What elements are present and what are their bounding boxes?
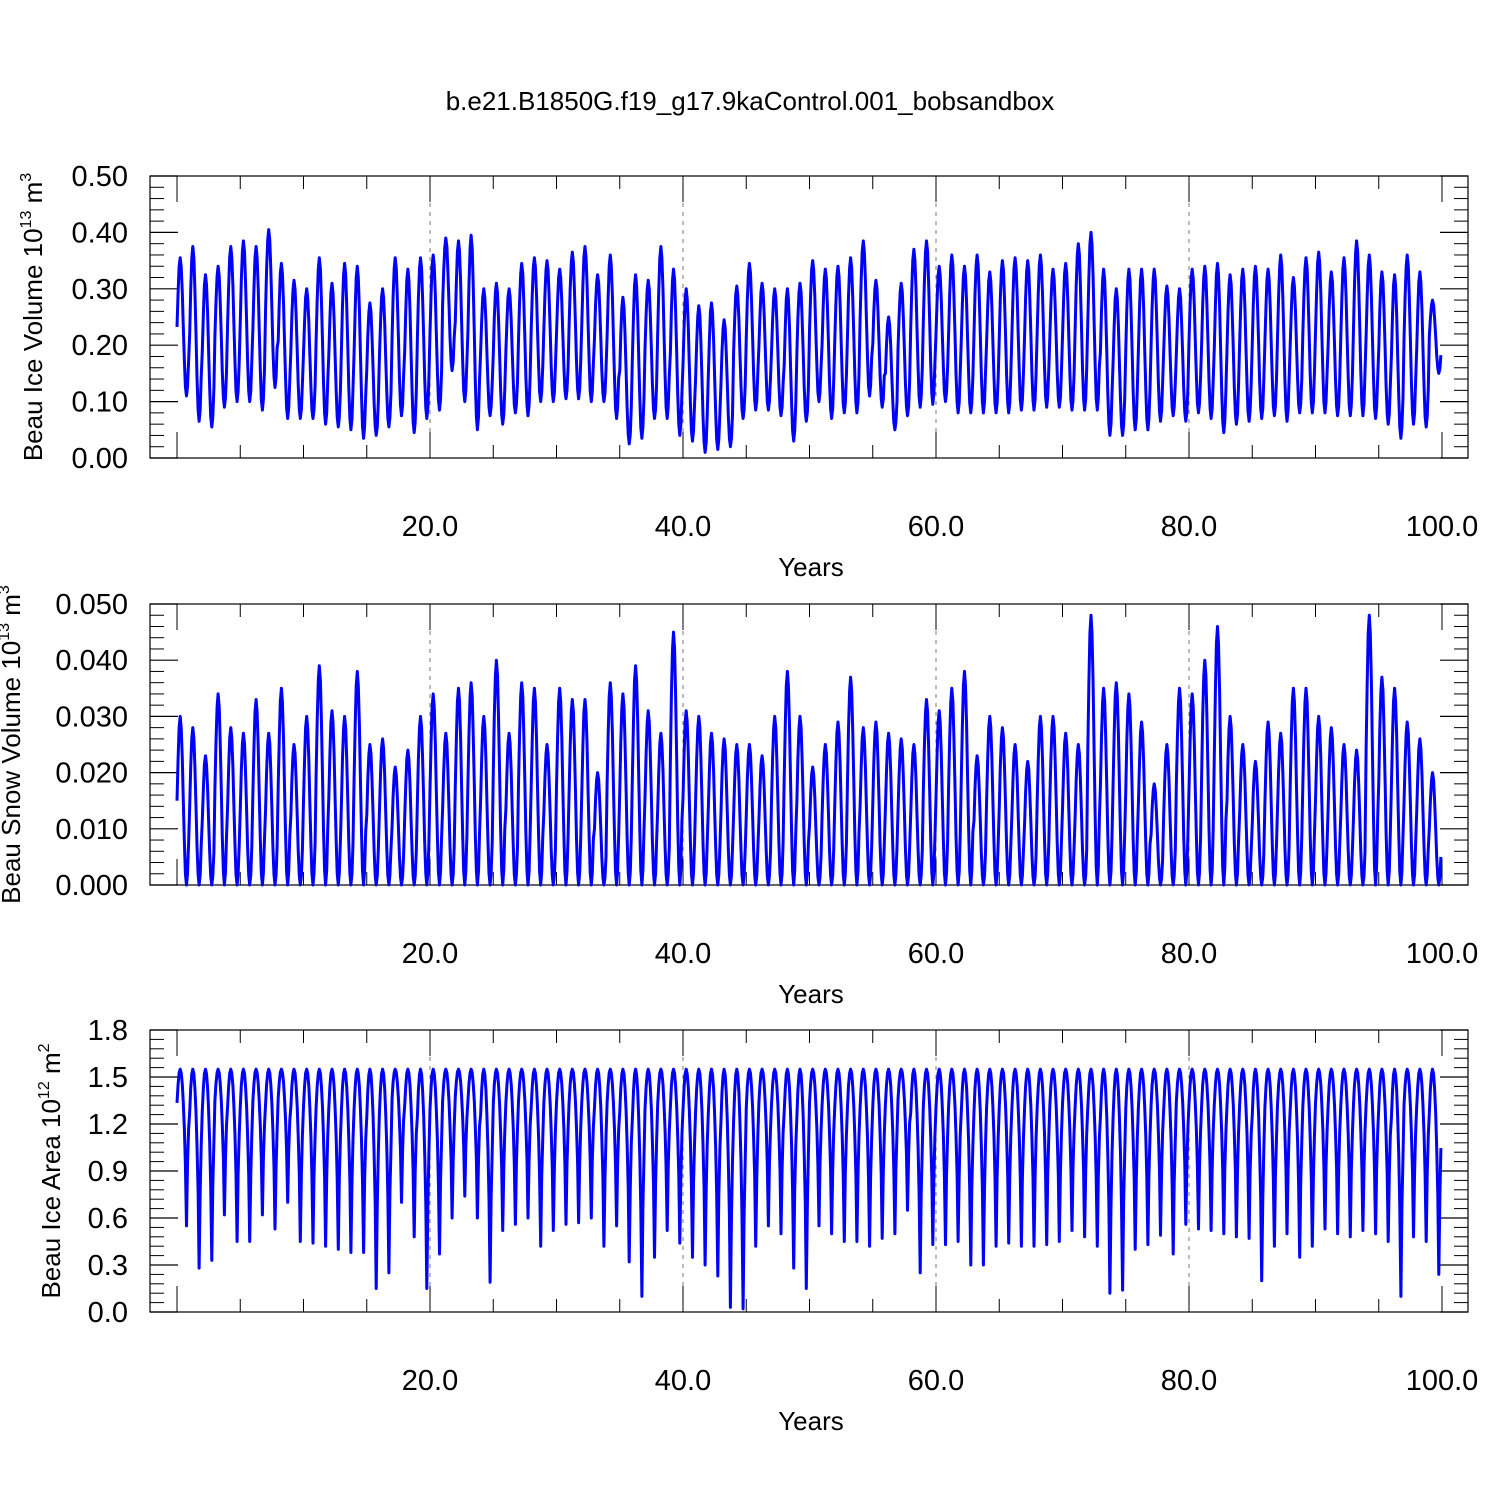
- chart-panel-1: 0.00 0.10 0.20 0.30 0.40 0.50 20.0 40.0 60.0 80.0…: [18, 161, 1478, 582]
- y-tick-label: 0.6: [88, 1203, 128, 1235]
- x-tick-label: 100.0: [1406, 511, 1479, 543]
- y-tick-label: 0.3: [88, 1250, 128, 1282]
- figure-title: b.e21.B1850G.f19_g17.9kaControl.001_bobs…: [445, 86, 1055, 116]
- y-axis-label-superscript: 2: [36, 1043, 53, 1052]
- y-axis-label-superscript: 13: [18, 211, 35, 229]
- x-tick-label: 20.0: [402, 938, 458, 970]
- y-axis-label-text: m: [0, 594, 26, 623]
- y-tick-label: 0.9: [88, 1156, 128, 1188]
- y-tick-label: 0.0: [88, 1297, 128, 1329]
- y-axis-label-text: Beau Ice Area 10: [36, 1099, 66, 1298]
- y-axis-label-superscript: 13: [0, 623, 13, 641]
- y-axis-label-superscript: 3: [0, 585, 13, 594]
- x-axis-label: Years: [778, 979, 844, 1009]
- y-tick-label: 0.00: [72, 443, 128, 475]
- y-tick-label: 0.000: [55, 870, 128, 902]
- series-line: [175, 613, 1443, 887]
- chart-panel-3: 0.0 0.3 0.6 0.9 1.2 1.5 1.8 20.0 40.0 60.0 80.0 100…: [36, 1015, 1478, 1436]
- x-tick-label: 100.0: [1406, 1365, 1479, 1397]
- x-tick-label: 100.0: [1406, 938, 1479, 970]
- x-tick-label: 80.0: [1161, 511, 1217, 543]
- x-axis-label: Years: [778, 1406, 844, 1436]
- y-axis-label: Beau Ice Area 1012 m2: [36, 1043, 66, 1298]
- x-tick-label: 60.0: [908, 1365, 964, 1397]
- y-tick-label: 1.5: [88, 1062, 128, 1094]
- y-tick-label: 0.020: [55, 758, 128, 790]
- y-axis-label: Beau Ice Volume 1013 m3: [18, 173, 48, 461]
- y-axis-label-text: Beau Ice Volume 10: [18, 228, 48, 461]
- y-axis-label-text: m: [36, 1052, 66, 1081]
- y-tick-label: 0.10: [72, 387, 128, 419]
- x-tick-label: 60.0: [908, 511, 964, 543]
- y-tick-label: 0.20: [72, 330, 128, 362]
- y-tick-label: 0.50: [72, 161, 128, 193]
- y-axis-label-superscript: 12: [36, 1081, 53, 1099]
- series-line: [175, 1067, 1443, 1311]
- y-axis-label-superscript: 3: [18, 173, 35, 182]
- y-tick-label: 0.050: [55, 589, 128, 621]
- x-tick-label: 60.0: [908, 938, 964, 970]
- y-axis-label-text: Beau Snow Volume 10: [0, 641, 26, 904]
- y-axis-label: Beau Snow Volume 1013 m3: [0, 585, 26, 904]
- x-tick-label: 80.0: [1161, 938, 1217, 970]
- x-axis-label: Years: [778, 552, 844, 582]
- y-tick-label: 0.40: [72, 217, 128, 249]
- y-tick-label: 1.2: [88, 1109, 128, 1141]
- x-tick-label: 40.0: [655, 938, 711, 970]
- y-tick-label: 0.040: [55, 645, 128, 677]
- x-tick-label: 20.0: [402, 511, 458, 543]
- x-tick-label: 20.0: [402, 1365, 458, 1397]
- y-axis-label-text: m: [18, 182, 48, 211]
- y-tick-label: 0.010: [55, 814, 128, 846]
- chart-panel-2: 0.000 0.010 0.020 0.030 0.040 0.050 20.0 40.0 60…: [0, 585, 1478, 1009]
- x-tick-label: 80.0: [1161, 1365, 1217, 1397]
- x-tick-label: 40.0: [655, 1365, 711, 1397]
- series-line: [175, 228, 1443, 454]
- y-tick-label: 1.8: [88, 1015, 128, 1047]
- y-tick-label: 0.30: [72, 274, 128, 306]
- x-tick-label: 40.0: [655, 511, 711, 543]
- y-tick-label: 0.030: [55, 701, 128, 733]
